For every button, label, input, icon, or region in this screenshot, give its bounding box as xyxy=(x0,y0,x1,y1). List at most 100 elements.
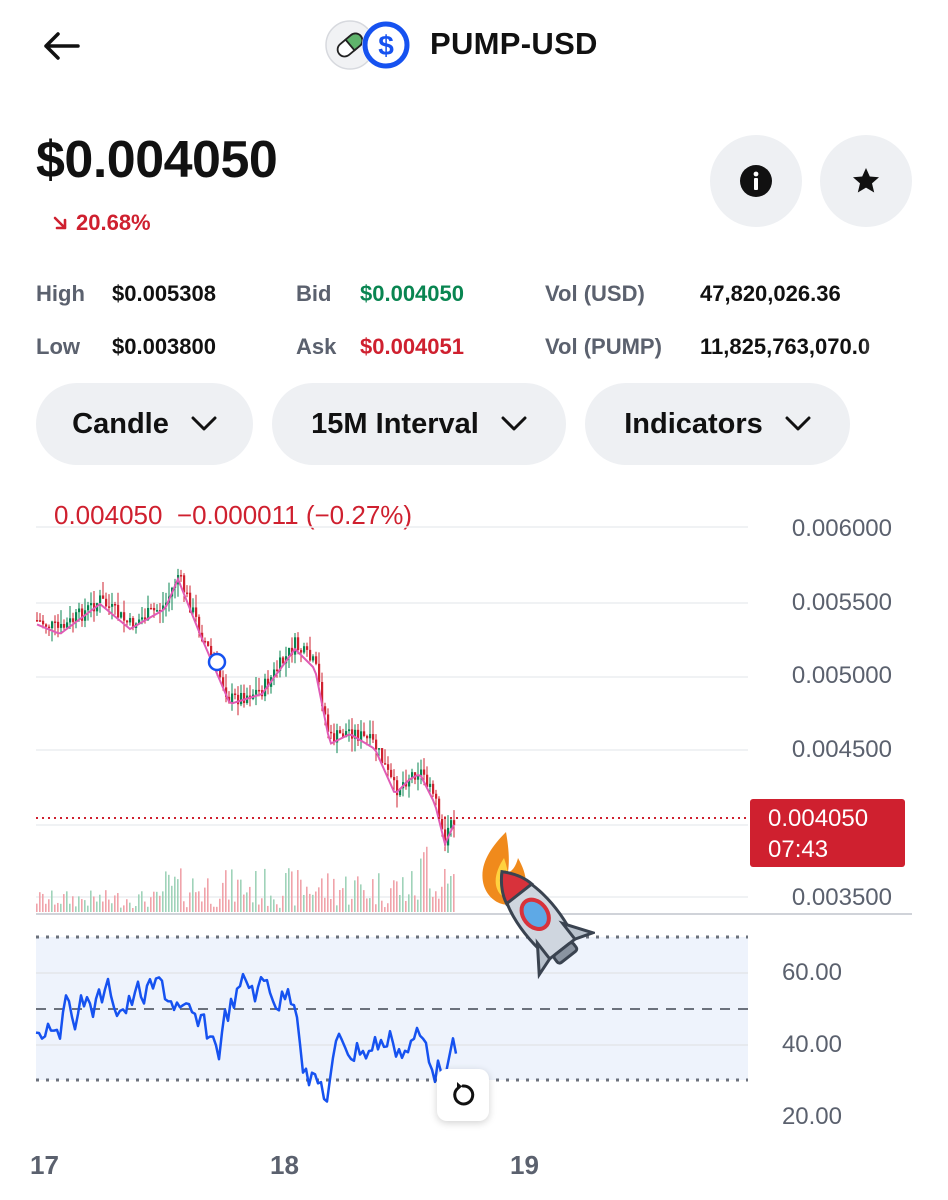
volume-bar xyxy=(447,883,449,912)
volume-bar xyxy=(165,871,167,912)
arrow-left-icon xyxy=(44,32,80,60)
time-axis-tick: 19 xyxy=(510,1150,539,1180)
candle-body xyxy=(360,731,363,741)
pair-logos: $ xyxy=(323,18,415,72)
candle-body xyxy=(192,607,195,613)
candle-body xyxy=(348,729,351,732)
candle-body xyxy=(117,604,120,618)
candle-body xyxy=(156,610,159,612)
candle-body xyxy=(264,678,267,697)
volume-bar xyxy=(201,901,203,912)
candle-body xyxy=(369,734,372,739)
candle-body xyxy=(417,776,420,780)
candle-body xyxy=(363,731,366,736)
volume-bar xyxy=(135,906,137,912)
candle-body xyxy=(408,778,411,787)
candle-body xyxy=(120,612,123,618)
volume-bar xyxy=(78,896,80,912)
reset-icon xyxy=(453,1082,475,1106)
volume-bar xyxy=(246,892,248,912)
candle-body xyxy=(432,783,435,794)
info-button[interactable] xyxy=(710,135,802,227)
volume-bar xyxy=(54,904,56,912)
volume-bar xyxy=(210,903,212,912)
volume-bar xyxy=(63,894,65,912)
volume-bar xyxy=(204,887,206,912)
candle-body xyxy=(210,645,213,655)
bid-value: $0.004050 xyxy=(360,281,464,306)
volume-bar xyxy=(195,892,197,912)
volume-bar xyxy=(309,893,311,912)
candle-body xyxy=(75,612,78,622)
candle-body xyxy=(366,735,369,739)
candle-body xyxy=(327,714,330,732)
price-gridlines xyxy=(36,526,748,898)
volume-bar xyxy=(117,893,119,912)
volume-bar xyxy=(111,903,113,912)
volume-bar xyxy=(297,870,299,912)
volume-bar xyxy=(435,891,437,912)
legend-change: −0.000011 xyxy=(176,500,299,530)
back-button[interactable] xyxy=(38,24,86,68)
volume-bar xyxy=(192,878,194,912)
last-price-tag: 0.004050 07:43 xyxy=(750,799,905,867)
candle-countdown: 07:43 xyxy=(768,836,829,863)
arrow-down-right-icon xyxy=(53,216,67,230)
volume-bar xyxy=(318,887,320,912)
volume-bar xyxy=(168,874,170,912)
candle-body xyxy=(318,663,321,682)
favorite-button[interactable] xyxy=(820,135,912,227)
candle-body xyxy=(345,731,348,738)
candle-body xyxy=(321,681,324,707)
chart-legend: 0.004050 −0.000011 (−0.27%) xyxy=(54,500,412,531)
indicators-label: Indicators xyxy=(624,407,763,440)
candle-body xyxy=(69,618,72,623)
volume-bar xyxy=(441,886,443,912)
volume-bar xyxy=(429,888,431,912)
candle-body xyxy=(150,607,153,610)
volume-bar xyxy=(315,891,317,912)
volume-bar xyxy=(132,907,134,912)
volume-bar xyxy=(45,903,47,912)
candle-body xyxy=(45,624,48,627)
volume-bar xyxy=(81,899,83,912)
volume-bar xyxy=(321,878,323,912)
vol-usd-label: Vol (USD) xyxy=(545,281,645,306)
volume-bar xyxy=(426,846,428,912)
volume-bar xyxy=(336,905,338,912)
candle-body xyxy=(423,769,426,775)
candle-body xyxy=(381,748,384,764)
candle-body xyxy=(108,606,111,608)
volume-bar xyxy=(156,891,158,912)
volume-bar xyxy=(93,896,95,912)
candle-body xyxy=(255,689,258,695)
candle-body xyxy=(351,729,354,739)
volume-bar xyxy=(402,877,404,912)
candle-body xyxy=(198,616,201,633)
candle-body xyxy=(357,729,360,741)
candle-body xyxy=(420,769,423,777)
volume-bar xyxy=(57,902,59,912)
rocket-sticker xyxy=(482,832,595,980)
interval-dropdown[interactable]: 15M Interval xyxy=(272,383,566,465)
candle-body xyxy=(129,618,132,623)
reset-chart-button[interactable] xyxy=(437,1069,489,1121)
candle-body xyxy=(126,620,129,623)
candle-body xyxy=(309,649,312,661)
indicators-dropdown[interactable]: Indicators xyxy=(585,383,850,465)
chevron-down-icon xyxy=(191,416,217,431)
candle-body xyxy=(243,692,246,704)
volume-bar xyxy=(399,894,401,912)
chart-type-dropdown[interactable]: Candle xyxy=(36,383,253,465)
candle-body xyxy=(279,657,282,671)
candle-body xyxy=(438,798,441,819)
candle-body xyxy=(207,641,210,646)
candle-body xyxy=(189,592,192,613)
volume-bar xyxy=(51,890,53,912)
low-label: Low xyxy=(36,334,80,359)
volume-bar xyxy=(123,905,125,912)
candle-body xyxy=(147,607,150,620)
volume-bar xyxy=(423,852,425,912)
volume-bar xyxy=(300,879,302,912)
